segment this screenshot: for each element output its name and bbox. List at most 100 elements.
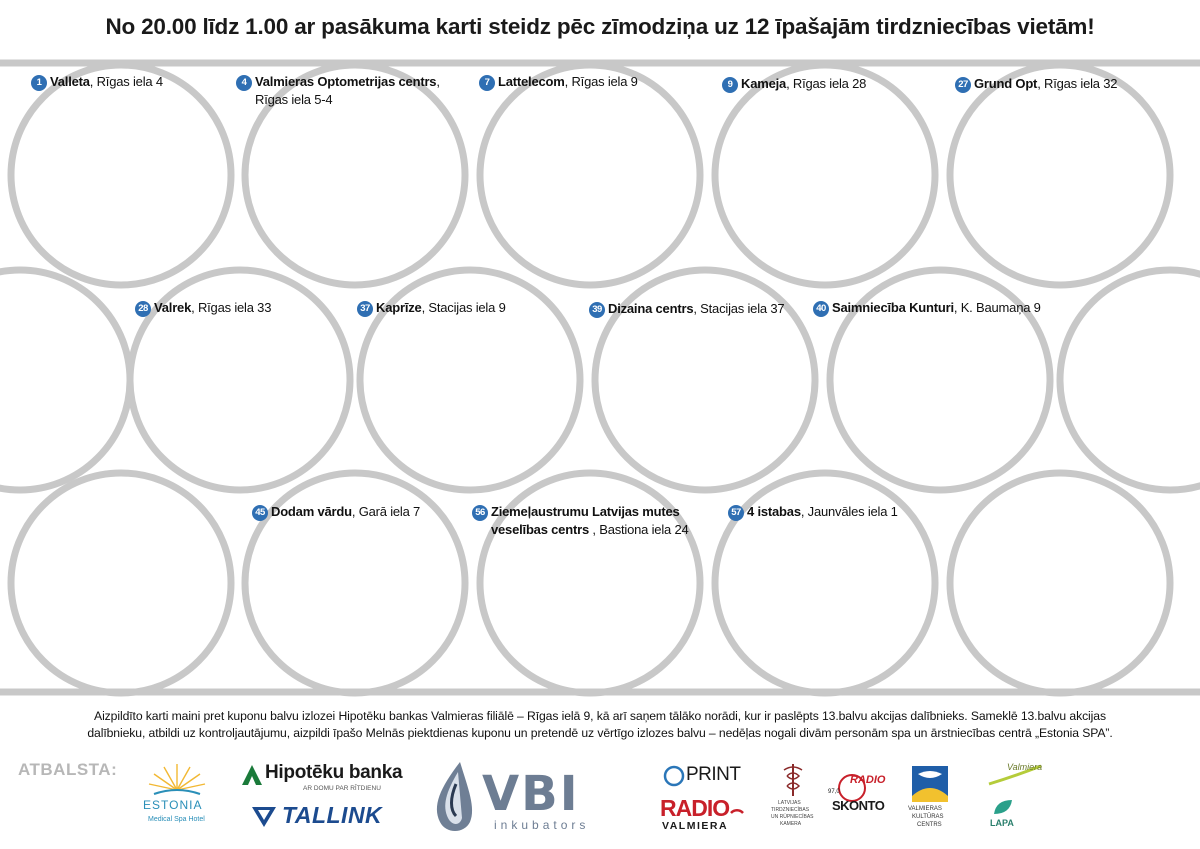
ltrk-line2: TIRDZNIECĪBAS <box>771 807 810 813</box>
store-address-line2: Rīgas iela 5-4 <box>255 92 333 107</box>
estonia-name: ESTONIA <box>143 798 203 812</box>
store-address: , Rīgas iela 33 <box>191 300 272 315</box>
store-number-badge: 45 <box>252 505 268 521</box>
store-address: , Rīgas iela 28 <box>786 76 867 91</box>
store-label: 57 4 istabas, Jaunvāles iela 1 <box>728 503 898 521</box>
vbi-sub: inkubators <box>494 818 590 832</box>
stamp-circle <box>7 61 235 289</box>
store-address: , Stacijas iela 9 <box>421 300 506 315</box>
store-address: , <box>436 74 440 89</box>
store-number-badge: 7 <box>479 75 495 91</box>
radio-valmiera-name: RADIO <box>660 795 730 821</box>
store-number-badge: 28 <box>135 301 151 317</box>
stamp-circle <box>711 61 939 289</box>
store-label: 1 Valleta, Rīgas iela 4 <box>31 73 163 91</box>
vkc-line2: KULTŪRAS <box>912 814 944 820</box>
store-label: 9 Kameja, Rīgas iela 28 <box>722 75 866 93</box>
ltrk-line1: LATVIJAS <box>778 800 801 806</box>
store-name: Lattelecom <box>498 74 565 89</box>
store-name: 4 istabas <box>747 504 801 519</box>
store-label: 27 Grund Opt, Rīgas iela 32 <box>955 75 1117 93</box>
radio-wave-icon <box>730 809 744 814</box>
store-name: Ziemeļaustrumu Latvijas mutes <box>491 504 680 519</box>
radio-valmiera-sub: VALMIERA <box>662 820 729 832</box>
store-name: Valrek <box>154 300 192 315</box>
droplet-icon <box>436 762 473 831</box>
valmiera-logo: Valmiera <box>985 762 1055 792</box>
radio-skonto-logo: RADIO 97,0 SKONTO <box>828 772 890 816</box>
store-name: Kameja <box>741 76 787 91</box>
store-name: Saimniecība Kunturi <box>832 300 954 315</box>
store-name: Dizaina centrs <box>608 301 694 316</box>
lapa-logo: LAPA <box>988 798 1048 834</box>
valmieras-kulturas-centrs-logo: VALMIERAS KULTŪRAS CENTRS <box>908 766 968 836</box>
skonto-swoosh-icon <box>838 774 866 802</box>
store-name: Kaprīze <box>376 300 422 315</box>
valmiera-swoosh-icon <box>988 764 1042 786</box>
stamp-circle <box>356 266 584 494</box>
tallink-mark-icon <box>252 807 276 827</box>
stamp-circle <box>946 469 1174 697</box>
stamp-circle <box>241 61 469 289</box>
store-label: 45 Dodam vārdu, Garā iela 7 <box>252 503 420 521</box>
stamp-circle <box>711 469 939 697</box>
store-address: , Stacijas iela 37 <box>693 301 785 316</box>
instructions-line-2: dalībnieku, atbildi uz kontroljautājumu,… <box>87 726 1113 740</box>
print-mark-icon <box>663 765 685 787</box>
store-number-badge: 57 <box>728 505 744 521</box>
estonia-spa-logo: ESTONIA Medical Spa Hotel <box>140 760 215 835</box>
store-label: 28 Valrek, Rīgas iela 33 <box>135 299 271 317</box>
vbi-name: VBI <box>482 766 580 822</box>
store-number-badge: 37 <box>357 301 373 317</box>
store-name-line2: veselības centrs , Bastiona iela 24 <box>491 522 689 537</box>
store-number-badge: 56 <box>472 505 488 521</box>
store-address: , Jaunvāles iela 1 <box>800 504 898 519</box>
radio-valmiera-logo: RADIO VALMIERA <box>660 795 750 835</box>
tallink-logo: TALLINK <box>250 800 400 832</box>
stamp-circle <box>1056 266 1200 494</box>
vbi-logo: VBI inkubators <box>430 758 640 838</box>
store-name: Valmieras Optometrijas centrs <box>255 74 437 89</box>
store-number-badge: 39 <box>589 302 605 318</box>
store-name: Dodam vārdu <box>271 504 352 519</box>
store-number-badge: 40 <box>813 301 829 317</box>
ltrk-line4: KAMERA <box>780 821 802 827</box>
lapa-name: LAPA <box>990 818 1014 828</box>
hipoteku-mark-icon <box>242 765 262 785</box>
store-label: 39 Dizaina centrs, Stacijas iela 37 <box>589 300 785 318</box>
hipoteku-name: Hipotēku banka <box>265 762 403 783</box>
stamp-circle <box>0 266 134 494</box>
store-address: , Rīgas iela 9 <box>564 74 638 89</box>
store-number-badge: 9 <box>722 77 738 93</box>
print-name: PRINT <box>686 764 741 785</box>
skonto-top: RADIO <box>850 774 886 786</box>
stamp-circle <box>946 61 1174 289</box>
instructions-line-1: Aizpildīto karti maini pret kuponu balvu… <box>94 709 1106 723</box>
skonto-freq: 97,0 <box>828 789 840 795</box>
store-label: 7 Lattelecom, Rīgas iela 9 <box>479 73 638 91</box>
vkc-line3: CENTRS <box>917 822 942 828</box>
vkc-line1: VALMIERAS <box>908 806 942 812</box>
sun-icon <box>148 764 206 795</box>
store-number-badge: 4 <box>236 75 252 91</box>
store-address: , Bastiona iela 24 <box>588 522 689 537</box>
ltrk-line3: UN RŪPNIECĪBAS <box>771 814 814 820</box>
store-name: Grund Opt <box>974 76 1038 91</box>
stamp-circle <box>7 469 235 697</box>
stamp-circle <box>241 469 469 697</box>
store-label: 37 Kaprīze, Stacijas iela 9 <box>357 299 506 317</box>
caduceus-icon <box>783 764 803 796</box>
valmiera-name: Valmiera <box>1007 762 1043 772</box>
store-address: , Garā iela 7 <box>351 504 421 519</box>
support-label: ATBALSTA: <box>18 760 118 779</box>
store-address: , Rīgas iela 32 <box>1037 76 1118 91</box>
store-label: 56 Ziemeļaustrumu Latvijas mutes veselība… <box>472 503 689 538</box>
hipoteku-banka-logo: Hipotēku banka AR DOMU PAR RĪTDIENU <box>240 762 410 796</box>
vkc-mark-icon <box>912 766 948 802</box>
stamp-circle <box>476 469 704 697</box>
skonto-name: SKONTO <box>832 798 885 813</box>
store-number-badge: 1 <box>31 75 47 91</box>
stamp-circle <box>476 61 704 289</box>
store-address: , K. Baumaņa 9 <box>953 300 1041 315</box>
